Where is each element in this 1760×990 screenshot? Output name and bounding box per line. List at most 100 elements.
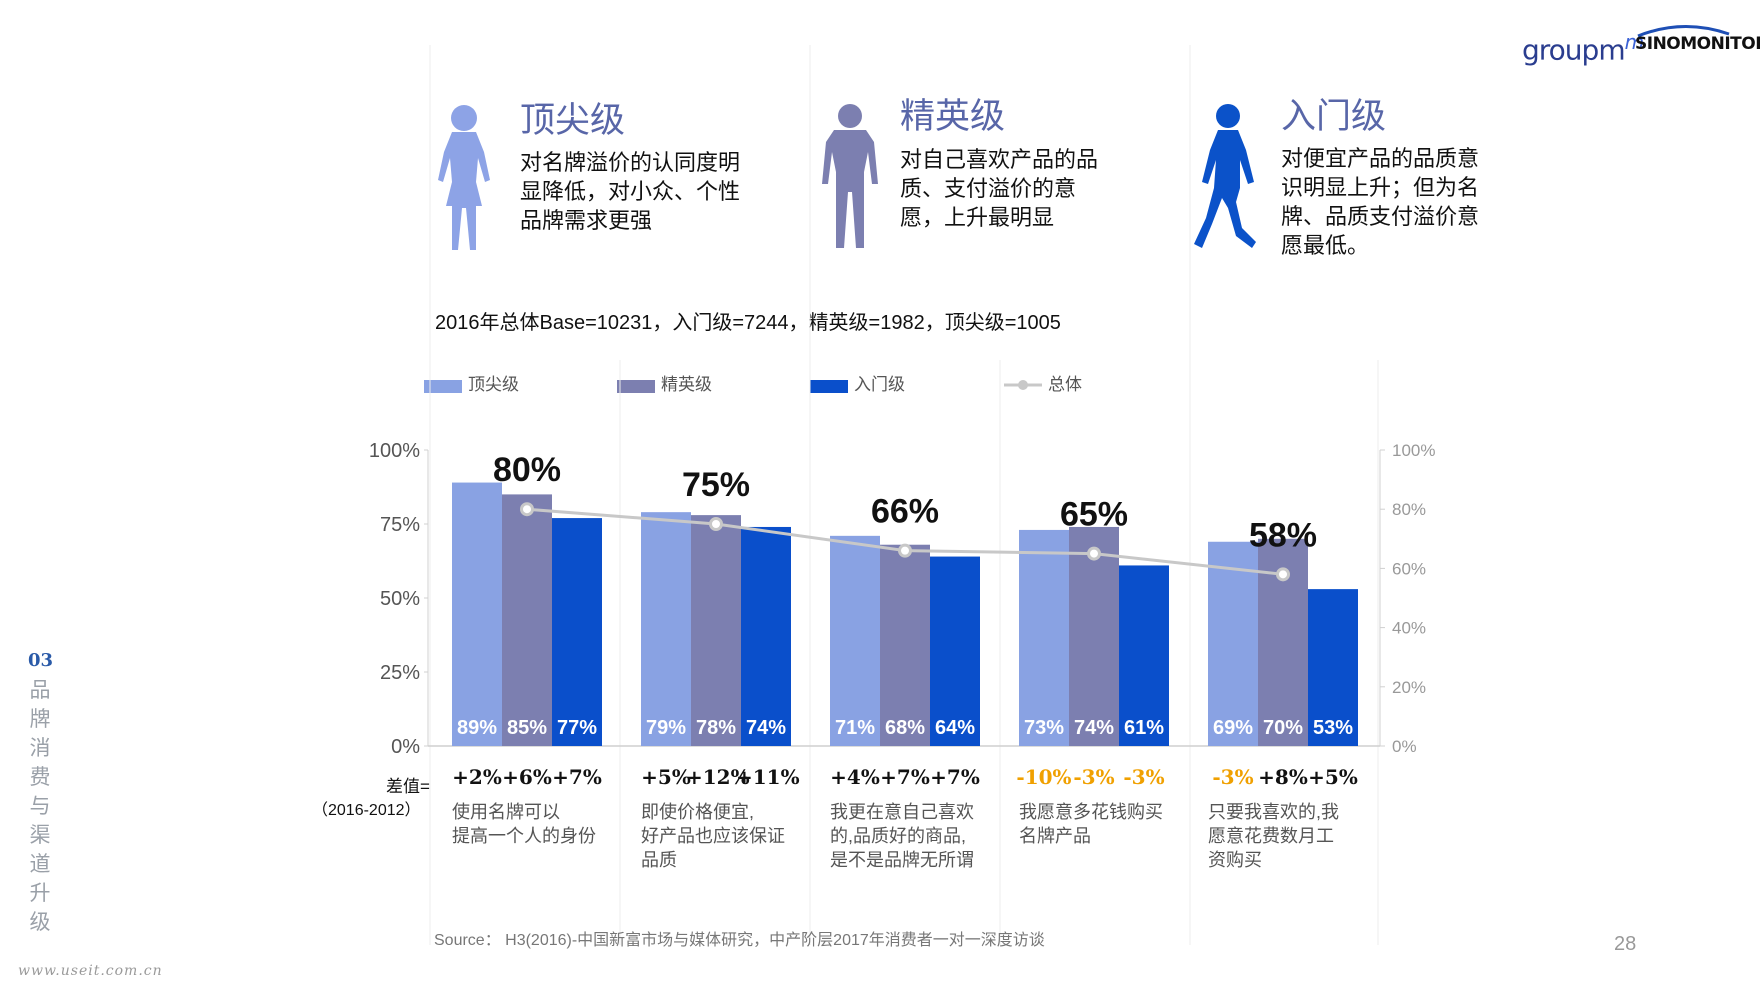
bar bbox=[691, 515, 741, 746]
total-value-label: 58% bbox=[1249, 516, 1317, 554]
sinomonitor-logo: SINOMONITOR bbox=[1635, 34, 1760, 54]
sinomonitor-arc bbox=[1637, 25, 1730, 38]
bar bbox=[930, 556, 980, 746]
watermark: www.useit.com.cn bbox=[18, 963, 163, 979]
diff-value: -10% bbox=[1016, 765, 1072, 789]
total-value-label: 66% bbox=[871, 493, 939, 531]
bar bbox=[552, 518, 602, 746]
bar bbox=[641, 512, 691, 746]
right-axis-tick-label: 100% bbox=[1392, 441, 1435, 460]
page-number: 28 bbox=[1614, 933, 1637, 955]
woman-figure-icon bbox=[438, 105, 490, 250]
left-axis-tick-label: 75% bbox=[380, 514, 420, 536]
total-value-label: 65% bbox=[1060, 496, 1128, 534]
bar bbox=[1208, 541, 1258, 746]
bar-value-label: 79% bbox=[646, 717, 686, 739]
bar-value-label: 78% bbox=[696, 717, 736, 739]
legend-item-entry: 入门级 bbox=[810, 374, 920, 396]
total-value-label: 75% bbox=[682, 466, 750, 504]
category-label-line: 品质 bbox=[641, 850, 677, 870]
bar-value-label: 73% bbox=[1024, 717, 1064, 739]
bar bbox=[1069, 526, 1119, 746]
bar-value-label: 70% bbox=[1263, 717, 1303, 739]
category-label-line: 是不是品牌无所谓 bbox=[830, 850, 974, 870]
bar bbox=[452, 482, 502, 746]
diff-value: +2% bbox=[452, 765, 502, 789]
category-label-line: 即使价格便宜, bbox=[641, 802, 755, 822]
section-title: 品牌消 费与渠 道升级 bbox=[29, 679, 51, 934]
bar-value-label: 61% bbox=[1124, 717, 1164, 739]
diff-value: +8% bbox=[1258, 765, 1308, 789]
persona-title-elite: 精英级 bbox=[900, 97, 1006, 136]
bar-value-label: 68% bbox=[885, 717, 925, 739]
diff-value: +5% bbox=[641, 765, 691, 789]
bar-value-label: 89% bbox=[457, 717, 497, 739]
persona-desc-elite: 对自己喜欢产品的品 质、支付溢价的意 愿，上升最明显 bbox=[900, 147, 1099, 230]
bar-value-label: 53% bbox=[1313, 717, 1353, 739]
total-value-label: 80% bbox=[493, 451, 561, 489]
category-label-line: 好产品也应该保证 bbox=[641, 826, 785, 846]
legend-item-total: 总体 bbox=[1004, 374, 1114, 396]
persona-desc-entry: 对便宜产品的品质意 识明显上升；但为名 牌、品质支付溢价意 愿最低。 bbox=[1281, 146, 1480, 258]
category-label-line: 资购买 bbox=[1208, 850, 1262, 870]
bar-value-label: 85% bbox=[507, 717, 547, 739]
diff-value: +7% bbox=[880, 765, 930, 789]
right-axis-tick-label: 20% bbox=[1392, 678, 1426, 697]
persona-title-top: 顶尖级 bbox=[520, 101, 626, 140]
category-label: 即使价格便宜, 好产品也应该保证 品质 bbox=[641, 800, 811, 872]
right-axis-tick-label: 40% bbox=[1392, 619, 1426, 638]
total-point bbox=[520, 502, 534, 517]
bar bbox=[741, 526, 791, 746]
bar bbox=[1119, 565, 1169, 746]
category-label-line: 只要我喜欢的,我 bbox=[1208, 802, 1340, 822]
diff-value: -3% bbox=[1123, 765, 1165, 789]
left-axis-tick-label: 50% bbox=[380, 588, 420, 610]
bar-value-label: 69% bbox=[1213, 717, 1253, 739]
category-label: 我愿意多花钱购买 名牌产品 bbox=[1019, 800, 1189, 848]
bar-value-label: 74% bbox=[1074, 717, 1114, 739]
category-label-line: 我更在意自己喜欢 bbox=[830, 802, 974, 822]
left-axis-tick-label: 0% bbox=[391, 736, 420, 758]
total-point bbox=[1276, 567, 1290, 582]
legend-item-elite: 精英级 bbox=[617, 374, 727, 396]
persona-title-entry: 入门级 bbox=[1281, 97, 1387, 136]
walking-woman-icon bbox=[1194, 104, 1256, 248]
bar-value-label: 77% bbox=[557, 717, 597, 739]
bar bbox=[1019, 529, 1069, 746]
diff-value: +7% bbox=[930, 765, 980, 789]
diff-value: -3% bbox=[1212, 765, 1254, 789]
category-label-line: 愿意花费数月工 bbox=[1208, 826, 1334, 846]
total-point bbox=[709, 517, 723, 531]
total-point bbox=[1087, 546, 1101, 561]
right-axis-tick-label: 0% bbox=[1392, 737, 1417, 756]
diff-value: +12% bbox=[686, 765, 750, 789]
bar-value-label: 74% bbox=[746, 717, 786, 739]
diff-value: -3% bbox=[1073, 765, 1115, 789]
diff-value: +7% bbox=[552, 765, 602, 789]
bar-value-label: 71% bbox=[835, 717, 875, 739]
groupm-logo: groupmm bbox=[1522, 30, 1644, 67]
category-label-line: 名牌产品 bbox=[1019, 826, 1091, 846]
category-label-line: 的,品质好的商品, bbox=[830, 826, 967, 846]
diff-label: 差值= bbox=[386, 777, 430, 796]
diff-period: （2016-2012） bbox=[312, 802, 421, 819]
total-point bbox=[898, 543, 912, 558]
source-note: Source： H3(2016)-中国新富市场与媒体研究，中产阶层2017年消费… bbox=[434, 932, 1045, 949]
left-axis-tick-label: 25% bbox=[380, 662, 420, 684]
diff-value: +6% bbox=[502, 765, 552, 789]
diff-value: +11% bbox=[736, 765, 800, 789]
category-label: 我更在意自己喜欢 的,品质好的商品, 是不是品牌无所谓 bbox=[830, 800, 1000, 872]
man-figure-icon bbox=[822, 104, 878, 248]
category-label-line: 使用名牌可以 bbox=[452, 802, 560, 822]
bar bbox=[502, 494, 552, 746]
diff-value: +5% bbox=[1308, 765, 1358, 789]
bar bbox=[880, 544, 930, 746]
bar bbox=[1308, 589, 1358, 746]
category-label-line: 我愿意多花钱购买 bbox=[1019, 802, 1163, 822]
category-label: 使用名牌可以提高一个人的身份 bbox=[452, 800, 622, 848]
left-axis-tick-label: 100% bbox=[369, 440, 420, 462]
section-number: 03 bbox=[28, 650, 54, 671]
category-label-line: 提高一个人的身份 bbox=[452, 826, 596, 846]
base-sample-text: 2016年总体Base=10231，入门级=7244，精英级=1982，顶尖级=… bbox=[435, 312, 1061, 334]
